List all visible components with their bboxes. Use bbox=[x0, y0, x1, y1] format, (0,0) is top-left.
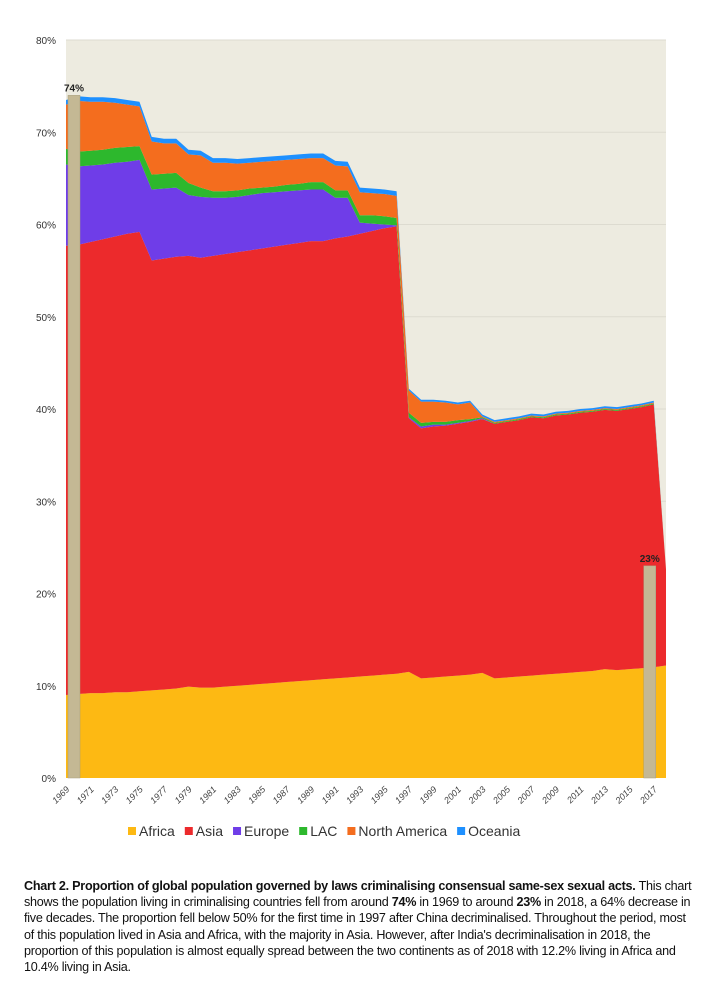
x-tick-label: 1985 bbox=[246, 784, 268, 806]
x-tick-label: 1995 bbox=[369, 784, 391, 806]
x-tick-label: 1971 bbox=[75, 784, 96, 805]
stacked-area-chart: 0%10%20%30%40%50%60%70%80%1969 1971 1973 19… bbox=[36, 36, 666, 839]
legend-label: Africa bbox=[139, 823, 175, 839]
legend-label: Oceania bbox=[468, 823, 520, 839]
x-tick-label: 1977 bbox=[148, 784, 170, 806]
x-tick-label: 2005 bbox=[490, 784, 513, 807]
x-tick-label: 1989 bbox=[295, 784, 316, 805]
annotation-label: 23% bbox=[640, 554, 660, 565]
y-tick-label: 60% bbox=[36, 221, 56, 232]
y-tick-label: 50% bbox=[36, 313, 56, 324]
chart-caption: Chart 2. Proportion of global population… bbox=[24, 878, 694, 975]
y-tick-label: 30% bbox=[36, 497, 56, 508]
caption-text: in 1969 to around bbox=[416, 895, 517, 910]
legend-label: LAC bbox=[310, 823, 337, 839]
y-tick-label: 10% bbox=[36, 682, 56, 693]
x-tick-label: 2013 bbox=[588, 784, 610, 806]
x-tick-label: 2015 bbox=[613, 784, 636, 807]
area-north-america bbox=[66, 100, 666, 570]
x-tick-label: 2011 bbox=[564, 784, 585, 805]
legend-label: Europe bbox=[244, 823, 289, 839]
legend-swatch bbox=[184, 827, 193, 835]
legend-swatch bbox=[457, 827, 466, 835]
y-tick-label: 0% bbox=[42, 774, 57, 785]
x-tick-label: 2001 bbox=[441, 784, 463, 806]
x-tick-label: 1979 bbox=[173, 784, 194, 805]
area-asia bbox=[66, 226, 666, 695]
area-oceania bbox=[66, 96, 666, 570]
legend-swatch bbox=[347, 827, 356, 835]
caption-title: Chart 2. Proportion of global population… bbox=[24, 879, 636, 893]
annotation-bar bbox=[643, 565, 657, 779]
x-tick-label: 2009 bbox=[539, 784, 561, 806]
caption-highlight: 74% bbox=[391, 895, 417, 910]
x-tick-label: 2003 bbox=[466, 784, 488, 806]
legend-swatch bbox=[128, 827, 136, 835]
x-tick-label: 1993 bbox=[344, 784, 365, 805]
y-tick-label: 80% bbox=[36, 36, 56, 47]
x-tick-label: 1999 bbox=[418, 784, 439, 805]
y-tick-label: 40% bbox=[36, 405, 56, 416]
x-tick-label: 1987 bbox=[271, 784, 293, 806]
caption-text: This chart shows the population living i… bbox=[24, 879, 692, 910]
x-tick-label: 2017 bbox=[637, 784, 660, 807]
x-tick-label: 2007 bbox=[515, 784, 538, 807]
x-tick-label: 1981 bbox=[197, 784, 218, 805]
x-tick-label: 1969 bbox=[50, 784, 71, 805]
annotation-bar bbox=[67, 95, 81, 779]
area-europe bbox=[66, 159, 666, 570]
legend-swatch bbox=[299, 827, 308, 835]
x-tick-label: 1975 bbox=[124, 784, 146, 806]
legend-label: North America bbox=[358, 823, 447, 839]
x-tick-label: 1973 bbox=[99, 784, 120, 805]
legend-swatch bbox=[233, 827, 242, 835]
legend-label: Asia bbox=[196, 823, 223, 839]
x-tick-label: 1991 bbox=[320, 784, 341, 805]
y-tick-label: 70% bbox=[36, 128, 56, 139]
y-tick-label: 20% bbox=[36, 590, 56, 601]
area-africa bbox=[66, 665, 666, 778]
x-tick-label: 1997 bbox=[393, 784, 415, 806]
x-tick-label: 1983 bbox=[222, 784, 243, 805]
caption-text: in 2018, a 64% decrease in five decades.… bbox=[24, 895, 691, 975]
caption-highlight: 23% bbox=[516, 895, 541, 910]
annotation-label: 74% bbox=[64, 83, 84, 94]
